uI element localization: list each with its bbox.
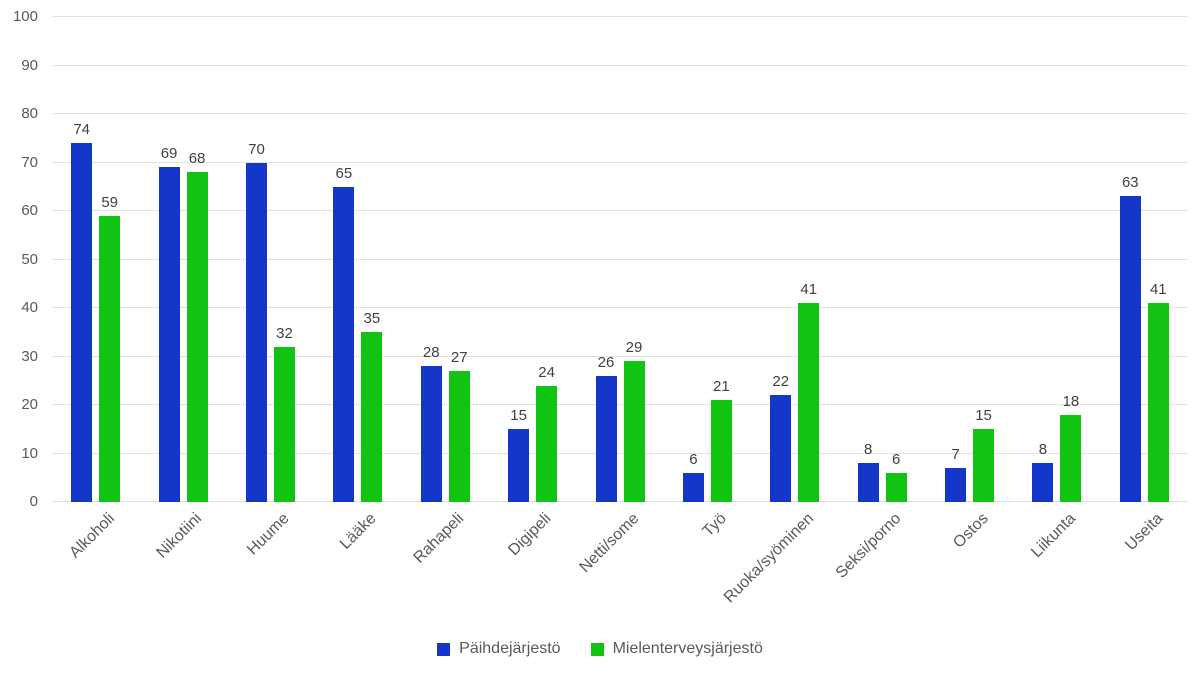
x-category-label: Ruoka/syöminen: [720, 510, 817, 607]
x-category-label: Huume: [243, 510, 293, 559]
bar-series1: [945, 468, 967, 502]
gridline: [52, 258, 1188, 260]
bar-series2: [361, 332, 383, 502]
bar-value-label: 28: [422, 344, 440, 362]
gridline: [52, 501, 1188, 502]
bar-series1: [1119, 196, 1141, 502]
bar-series2: [536, 385, 558, 502]
bar-value-label: 29: [625, 339, 643, 357]
bar-value-label: 6: [891, 450, 901, 468]
x-category-label: Netti/some: [575, 510, 643, 577]
gridlines: [52, 16, 1188, 502]
bar-series1: [770, 395, 792, 502]
y-tick-label: 10: [21, 444, 38, 462]
bar-series2: [1147, 303, 1169, 502]
gridline: [52, 355, 1188, 357]
x-category-label: Alkoholi: [66, 510, 118, 562]
bar-series2: [710, 400, 732, 502]
bar-value-label: 63: [1121, 174, 1139, 192]
x-category-label: Useita: [1122, 510, 1167, 555]
bar-series2: [273, 346, 295, 502]
bar-series1: [857, 463, 879, 502]
bar-value-label: 68: [188, 150, 206, 168]
legend-series-label: Päihdejärjestö: [459, 640, 561, 657]
y-tick-label: 50: [21, 250, 38, 268]
x-category-label: Työ: [699, 510, 730, 541]
bar-value-label: 24: [538, 363, 555, 381]
legend-color-swatch: [590, 642, 604, 656]
bar-series2: [1060, 414, 1082, 502]
bar-series2: [798, 303, 820, 502]
bar-value-label: 41: [800, 281, 818, 299]
gridline: [52, 161, 1188, 163]
plot-area: 74 59 69 68 70 32 65 35 28 27 15 24 26 29 6 21 22 41 8 6 7 15…: [52, 17, 1188, 502]
bar-series2: [99, 215, 121, 502]
x-axis: Alkoholi Nikotiini Huume Lääke Rahapeli Digip…: [52, 510, 1188, 620]
bar-value-label: 27: [450, 349, 468, 367]
bar-value-label: 65: [335, 164, 353, 182]
gridline: [52, 452, 1188, 454]
legend-color-swatch: [437, 642, 451, 656]
bar-series2: [448, 371, 470, 502]
y-tick-label: 60: [21, 202, 38, 219]
x-category-label: Digipeli: [505, 510, 555, 560]
bar-series1: [420, 366, 442, 502]
y-tick-label: 80: [21, 105, 38, 122]
bar-series1: [158, 167, 180, 502]
bar-value-label: 26: [597, 353, 615, 371]
bar-value-label: 32: [276, 324, 293, 342]
bar-value-label: 41: [1149, 281, 1167, 299]
bar-value-label: 7: [951, 446, 960, 464]
bar-value-label: 70: [248, 140, 265, 158]
bar-value-label: 59: [101, 193, 119, 211]
gridline: [52, 64, 1188, 66]
bar-value-label: 18: [1062, 392, 1080, 410]
bar-series1: [595, 375, 617, 502]
y-tick-label: 40: [21, 299, 38, 316]
gridline: [52, 113, 1188, 114]
gridline: [52, 307, 1188, 308]
y-tick-label: 100: [12, 8, 38, 25]
x-category-label: Seksi/porno: [832, 510, 905, 582]
bar-value-label: 22: [772, 373, 790, 391]
bar-series1: [1032, 463, 1054, 502]
bar-value-label: 35: [363, 310, 381, 328]
x-category-label: Liikunta: [1027, 510, 1079, 562]
bar-value-label: 15: [510, 407, 527, 425]
gridline: [52, 16, 1188, 17]
x-category-label: Ostos: [949, 510, 992, 552]
bar-series1: [333, 186, 355, 502]
x-category-label: Rahapeli: [410, 510, 468, 567]
y-tick-label: 30: [21, 347, 38, 365]
bar-series1: [508, 429, 530, 502]
legend-series-label: Mielenterveysjärjestö: [612, 640, 763, 657]
bar-series2: [186, 172, 208, 502]
bar-value-label: 69: [160, 145, 178, 163]
x-category-label: Nikotiini: [153, 510, 206, 562]
bar-series2: [623, 361, 645, 502]
bar-value-label: 6: [689, 450, 698, 468]
bar-value-label: 15: [975, 407, 992, 425]
y-tick-label: 70: [21, 153, 38, 171]
y-tick-label: 0: [29, 493, 38, 510]
y-axis: 0 10 20 30 40 50 60 70 80 90 100: [0, 8, 38, 510]
y-tick-label: 90: [21, 56, 38, 74]
bar-value-label: 8: [1038, 441, 1048, 459]
bar-value-label: 74: [73, 121, 91, 139]
x-category-label: Lääke: [337, 510, 380, 553]
legend-item-series1: Päihdejärjestö: [437, 640, 561, 658]
gridline: [52, 210, 1188, 211]
y-tick-label: 20: [21, 396, 38, 413]
legend: Päihdejärjestö Mielenterveysjärjestö: [0, 640, 1200, 658]
bar-series2: [885, 472, 907, 502]
bar-value-label: 21: [713, 378, 730, 396]
bar-series1: [71, 143, 93, 502]
bar-series2: [973, 429, 995, 502]
gridline: [52, 404, 1188, 405]
bar-series1: [682, 472, 704, 502]
legend-item-series2: Mielenterveysjärjestö: [590, 640, 763, 658]
bar-series1: [245, 162, 267, 502]
bar-value-label: 8: [863, 441, 873, 459]
